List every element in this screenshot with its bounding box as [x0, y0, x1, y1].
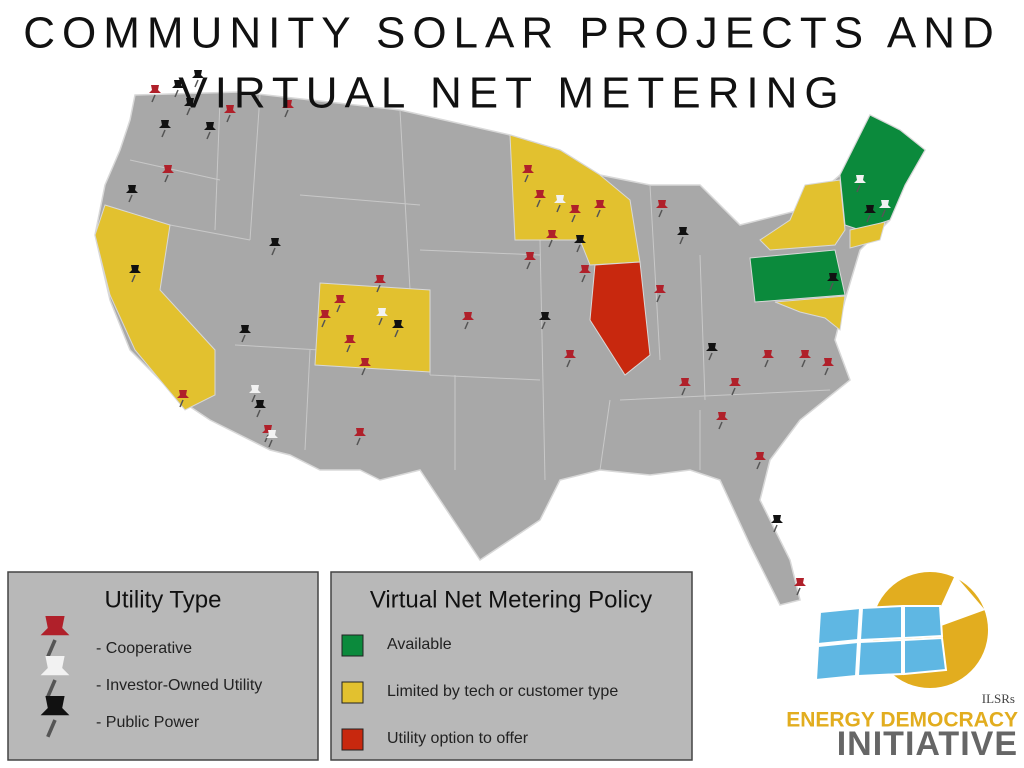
state-borders: [129, 94, 831, 481]
legend-item: Available: [387, 636, 452, 653]
legend-item: Utility option to offer: [387, 730, 529, 747]
legend-swatch: [341, 634, 364, 657]
legend-title: Virtual Net Metering Policy: [370, 586, 652, 613]
state-maryland: [774, 295, 846, 331]
legend-item: - Cooperative: [96, 640, 192, 657]
title-line: COMMUNITY SOLAR PROJECTS AND: [23, 9, 1001, 58]
title-line: VIRTUAL NET METERING: [178, 69, 845, 118]
state-illinois: [589, 261, 651, 376]
us-outline: [94, 91, 926, 606]
state-connecticut: [849, 221, 886, 249]
legend-item: - Public Power: [96, 714, 200, 731]
logo: ILSRs ENERGY DEMOCRACY INITIATIVE: [786, 572, 1018, 763]
logo-line: ENERGY DEMOCRACY: [786, 709, 1018, 732]
logo-line: INITIATIVE: [837, 725, 1018, 763]
state-colorado: [314, 282, 431, 373]
utility-legend: Utility Type - Cooperative - Investor-Ow…: [7, 571, 319, 761]
state-new-york: [759, 179, 846, 251]
logo-org: ILSRs: [982, 691, 1015, 706]
us-map: [94, 91, 926, 606]
legend-swatch: [341, 728, 364, 751]
legend-title: Utility Type: [105, 586, 222, 613]
legend-box: [330, 571, 693, 761]
legend-item: Limited by tech or customer type: [387, 683, 618, 700]
legend-item: - Investor-Owned Utility: [96, 677, 262, 694]
policy-legend: Virtual Net Metering Policy Available Lim…: [330, 571, 693, 761]
logo-panel: [814, 604, 948, 682]
state-pennsylvania: [749, 249, 846, 303]
state-california: [94, 204, 216, 411]
legend-swatch: [341, 681, 364, 704]
state-new-england: [839, 114, 926, 231]
